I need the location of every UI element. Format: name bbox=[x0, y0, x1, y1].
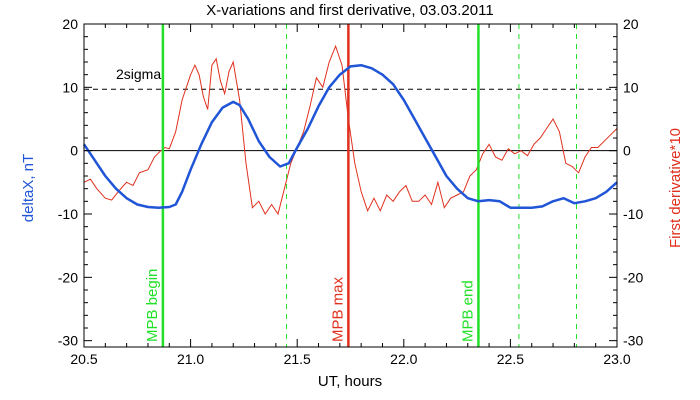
y-tick-label-right: -20 bbox=[623, 269, 643, 285]
y-tick-label-right: 20 bbox=[623, 16, 639, 32]
marker-label-2: MPB end bbox=[459, 280, 476, 342]
x-tick-label: 21.5 bbox=[284, 351, 311, 367]
plot-frame bbox=[83, 23, 618, 348]
chart-title: X-variations and first derivative, 03.03… bbox=[206, 2, 493, 19]
marker-label-1: MPB max bbox=[329, 276, 346, 342]
x-axis-label: UT, hours bbox=[318, 373, 382, 390]
x-tick-label: 22.5 bbox=[497, 351, 524, 367]
x-tick-label: 21.0 bbox=[177, 351, 204, 367]
y-tick-label-left: -10 bbox=[58, 206, 78, 222]
y-tick-label-left: 0 bbox=[70, 143, 78, 159]
y-tick-label-left: 20 bbox=[62, 16, 78, 32]
y-tick-label-right: -30 bbox=[623, 333, 643, 349]
y-tick-label-left: 10 bbox=[62, 79, 78, 95]
y-tick-label-right: 10 bbox=[623, 79, 639, 95]
plot-area: 2sigma MPB begin MPB max MPB end 20.5 21.0 21.… bbox=[58, 16, 644, 367]
x-tick-label: 20.5 bbox=[70, 351, 97, 367]
marker-label-0: MPB begin bbox=[144, 269, 161, 342]
threshold-label: 2sigma bbox=[116, 66, 161, 82]
x-tick-label: 23.0 bbox=[603, 351, 630, 367]
series-derivative-line bbox=[83, 44, 618, 216]
x-tick-label: 22.0 bbox=[390, 351, 417, 367]
y-tick-label-left: -20 bbox=[58, 269, 78, 285]
y-tick-label-left: -30 bbox=[58, 333, 78, 349]
y-axis-label-right: First derivative*10 bbox=[667, 128, 684, 248]
y-tick-label-right: 0 bbox=[623, 143, 631, 159]
series-deltax-line bbox=[82, 63, 618, 209]
y-axis-label-left: deltaX, nT bbox=[20, 154, 37, 222]
y-tick-label-right: -10 bbox=[623, 206, 643, 222]
